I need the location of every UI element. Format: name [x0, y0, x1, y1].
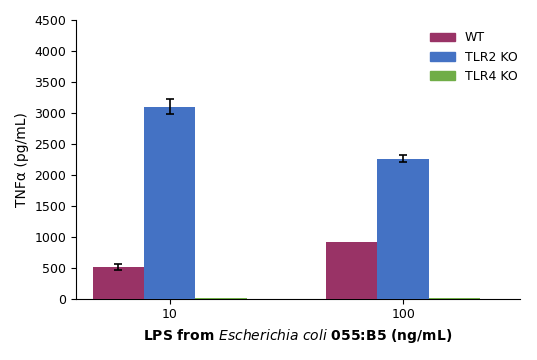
Bar	[144, 107, 195, 299]
Bar	[92, 267, 144, 299]
Legend: WT, TLR2 KO, TLR4 KO: WT, TLR2 KO, TLR4 KO	[425, 26, 523, 88]
Bar	[378, 159, 429, 299]
Y-axis label: TNFα (pg/mL): TNFα (pg/mL)	[15, 112, 29, 207]
Bar	[326, 242, 378, 299]
X-axis label: LPS from $\it{Escherichia\ coli}$ 055:B5 (ng/mL): LPS from $\it{Escherichia\ coli}$ 055:B5…	[143, 327, 453, 345]
